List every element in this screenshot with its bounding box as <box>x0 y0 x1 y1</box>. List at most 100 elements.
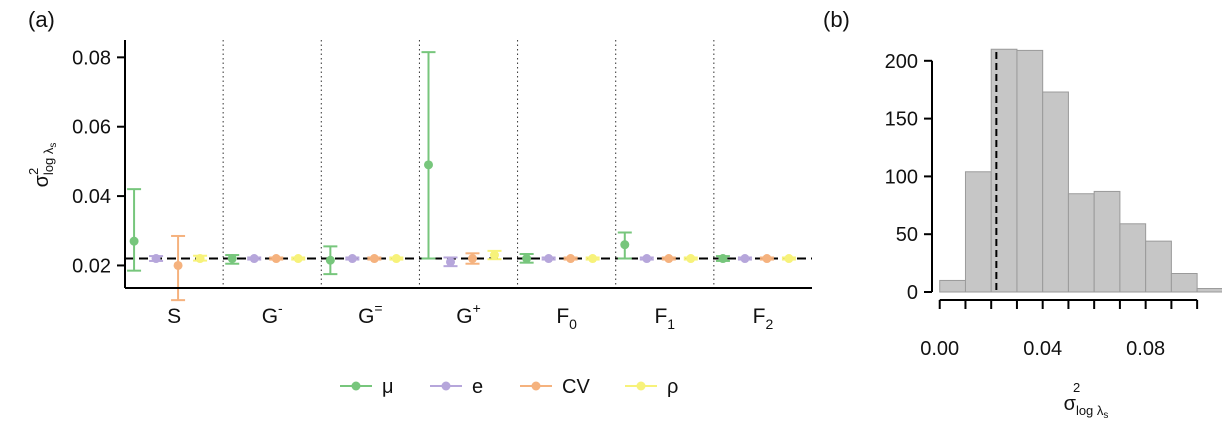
histogram-bar <box>1119 223 1147 293</box>
y-axis-label-sup: 2 <box>26 168 41 175</box>
svg-text:σlog λs: σlog λs <box>1064 393 1109 421</box>
data-point <box>664 254 674 264</box>
legend-label: CV <box>562 376 590 398</box>
y-tick-label: 0.08 <box>72 47 111 69</box>
legend-item: CV <box>520 376 590 398</box>
y-tick-label: 0 <box>907 282 918 304</box>
legend-swatch-point <box>636 381 646 391</box>
data-point <box>490 250 499 260</box>
x-axis-label-base: σ <box>1064 393 1077 415</box>
axes <box>124 40 812 289</box>
y-tick-label: 0.02 <box>72 255 111 277</box>
data-point <box>686 254 696 264</box>
group-label: F2 <box>753 305 774 332</box>
data-point <box>620 240 630 250</box>
group-separators <box>222 40 715 288</box>
y-ticks: 0 50 100 150 200 <box>885 51 932 304</box>
legend-label: e <box>472 376 483 398</box>
data-point <box>446 257 455 267</box>
histogram-bar <box>1170 273 1198 293</box>
histogram-bar <box>1067 193 1095 293</box>
data-point <box>369 254 379 264</box>
group-label: S <box>167 305 181 328</box>
x-axis-label: σlog λs 2 <box>1064 380 1109 421</box>
data-point <box>784 254 794 264</box>
y-tick-label: 50 <box>896 224 918 246</box>
data-point <box>391 254 401 264</box>
histogram-bar <box>990 48 1018 293</box>
legend-item: μ <box>340 376 394 398</box>
data-point <box>522 254 532 264</box>
data-point <box>271 254 281 264</box>
y-tick-label: 0.04 <box>72 186 111 208</box>
y-ticks: 0.02 0.04 0.06 0.08 <box>72 47 125 277</box>
series-4 <box>193 249 796 264</box>
data-point <box>151 254 161 264</box>
x-tick-label: 0.00 <box>920 338 959 360</box>
data-point <box>195 254 205 264</box>
data-point <box>347 254 357 264</box>
data-point <box>293 254 303 264</box>
data-point <box>227 254 237 264</box>
data-point <box>588 254 598 264</box>
data-point <box>566 254 576 264</box>
data-point <box>468 254 477 264</box>
histogram-bar <box>1145 240 1172 293</box>
y-tick-label: 200 <box>885 51 918 73</box>
series-1 <box>127 51 730 276</box>
legend-swatch-point <box>441 381 451 391</box>
y-axis-label-sub: log λ <box>41 147 56 175</box>
panel-a: (a) σlog λs 2 0.02 0.04 0.06 0.08 S G- G= G+ F0… <box>26 7 812 398</box>
data-point <box>325 255 335 265</box>
histogram-bar <box>964 171 992 293</box>
series-2 <box>149 254 752 268</box>
x-axis-label-sup: 2 <box>1073 380 1080 395</box>
group-label: F1 <box>654 305 675 332</box>
legend-item: e <box>430 376 483 398</box>
data-point <box>129 236 139 246</box>
panel-b-label: (b) <box>823 7 850 32</box>
data-point <box>718 254 728 264</box>
histogram-bar <box>939 279 966 293</box>
x-axis-label-sub: log λ <box>1076 403 1104 418</box>
x-tick-label: 0.08 <box>1126 338 1165 360</box>
histogram-bar <box>1016 49 1044 293</box>
data-point <box>642 254 652 264</box>
x-axis-label-subsub: s <box>1103 410 1108 421</box>
histogram-bars <box>939 48 1222 293</box>
y-tick-label: 150 <box>885 109 918 131</box>
histogram-bar <box>1093 190 1121 293</box>
legend-swatch-point <box>531 381 541 391</box>
y-axis-label: σlog λs 2 <box>26 143 59 188</box>
svg-text:σlog λs: σlog λs <box>31 143 59 188</box>
histogram-bar <box>1042 91 1069 293</box>
x-tick-label: 0.04 <box>1023 338 1062 360</box>
data-point <box>173 260 183 270</box>
data-point <box>762 254 772 264</box>
data-point <box>740 254 750 264</box>
legend-item: ρ <box>625 376 678 398</box>
group-labels: S G- G= G+ F0 F1 F2 <box>167 300 773 332</box>
histogram-bar <box>1196 288 1222 293</box>
y-axis-label-base: σ <box>31 174 53 187</box>
group-label: G- <box>262 300 283 328</box>
group-label: F0 <box>556 305 577 332</box>
data-point <box>249 254 259 264</box>
legend-swatch-point <box>351 381 361 391</box>
y-tick-label: 0.06 <box>72 117 111 139</box>
legend-label: ρ <box>667 376 678 398</box>
legend-label: μ <box>382 376 394 398</box>
data-point <box>544 254 554 264</box>
series-layer <box>127 51 796 302</box>
group-label: G+ <box>456 300 481 328</box>
y-axis-label-subsub: s <box>48 143 59 148</box>
x-ticks: 0.00 0.04 0.08 <box>920 300 1199 360</box>
series-3 <box>171 234 774 302</box>
data-point <box>424 160 433 170</box>
panel-b: (b) 0 50 100 150 200 0.00 0.04 0.08 σlog λs 2 <box>823 7 1222 421</box>
group-label: G= <box>358 300 383 328</box>
legend: μ e CV ρ <box>340 376 678 398</box>
y-tick-label: 100 <box>885 166 918 188</box>
panel-a-label: (a) <box>28 7 55 32</box>
